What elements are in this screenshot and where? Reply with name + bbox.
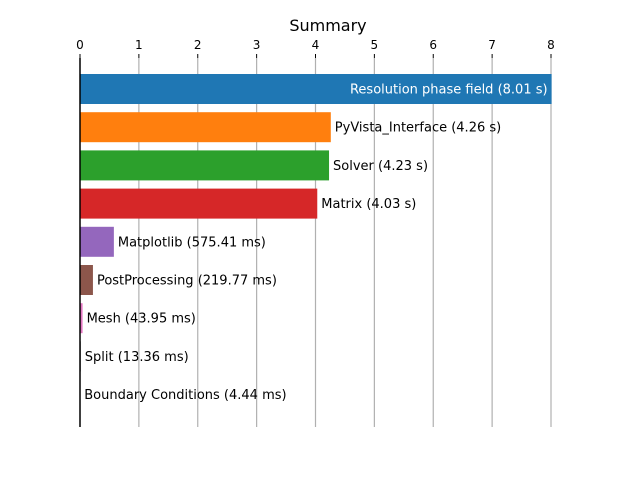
bar-label-split: Split (13.36 ms)	[85, 350, 189, 365]
x-tick-label-2: 2	[194, 38, 202, 52]
bar-label-mesh: Mesh (43.95 ms)	[87, 312, 196, 327]
bar-label-pyvista-interface: PyVista_Interface (4.26 s)	[335, 121, 501, 136]
bar-resolution-phase-field	[80, 74, 552, 104]
x-tick-label-1: 1	[135, 38, 143, 52]
bar-label-matrix: Matrix (4.03 s)	[321, 197, 416, 212]
bars	[80, 74, 552, 410]
x-tick-label-5: 5	[371, 38, 379, 52]
chart-title: Summary	[289, 16, 366, 35]
bar-matrix	[80, 188, 318, 219]
bar-label-matplotlib: Matplotlib (575.41 ms)	[118, 235, 266, 250]
bar-postprocessing	[80, 265, 93, 295]
x-tick-label-7: 7	[488, 38, 496, 52]
x-tick-label-0: 0	[76, 38, 84, 52]
x-axis-ticks: 0 1 2 3 4 5 6 7 8	[76, 38, 555, 58]
bar-label-postprocessing: PostProcessing (219.77 ms)	[97, 274, 277, 289]
x-tick-label-6: 6	[429, 38, 437, 52]
bar-solver	[80, 150, 330, 181]
bar-pyvista-interface	[80, 112, 331, 143]
bar-matplotlib	[80, 226, 114, 257]
bar-label-resolution-phase-field: Resolution phase field (8.01 s)	[350, 83, 548, 98]
x-tick-label-4: 4	[312, 38, 320, 52]
bar-mesh	[80, 303, 83, 334]
x-tick-label-3: 3	[253, 38, 261, 52]
bar-label-boundary-conditions: Boundary Conditions (4.44 ms)	[84, 388, 286, 403]
bar-label-solver: Solver (4.23 s)	[333, 159, 428, 174]
x-tick-label-8: 8	[547, 38, 555, 52]
bar-labels: Resolution phase field (8.01 s) PyVista_I…	[84, 83, 547, 404]
